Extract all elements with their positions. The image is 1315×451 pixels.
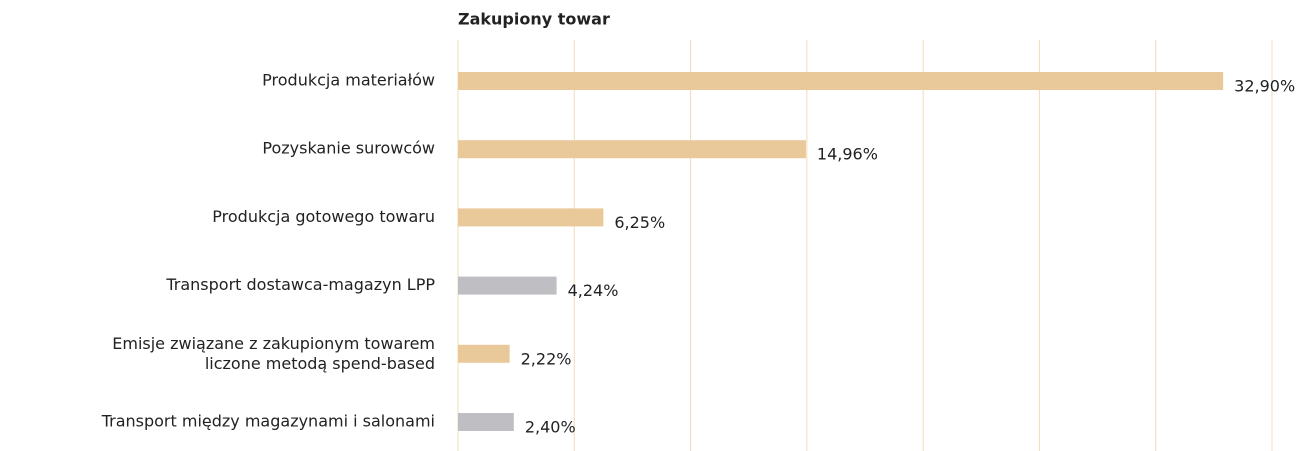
bar: [458, 208, 604, 227]
category-label: Transport dostawca-magazyn LPP: [165, 275, 435, 294]
category-label: Pozyskanie surowców: [262, 139, 435, 158]
chart-title: Zakupiony towar: [458, 10, 610, 29]
bar: [458, 72, 1224, 90]
value-label: 4,24%: [568, 281, 619, 300]
value-label: 6,25%: [614, 213, 665, 232]
category-label: Transport między magazynami i salonami: [101, 412, 435, 431]
value-label: 14,96%: [817, 145, 878, 164]
bar: [458, 413, 514, 431]
bar: [458, 140, 806, 159]
value-label: 2,40%: [525, 418, 576, 437]
category-label: Produkcja gotowego towaru: [212, 207, 435, 226]
value-label: 2,22%: [521, 349, 572, 368]
value-label: 32,90%: [1234, 77, 1295, 96]
category-label: Emisje związane z zakupionym towarem licz…: [112, 333, 435, 372]
bar: [458, 276, 557, 295]
category-label: Produkcja materiałów: [262, 71, 435, 90]
bar: [458, 344, 510, 363]
